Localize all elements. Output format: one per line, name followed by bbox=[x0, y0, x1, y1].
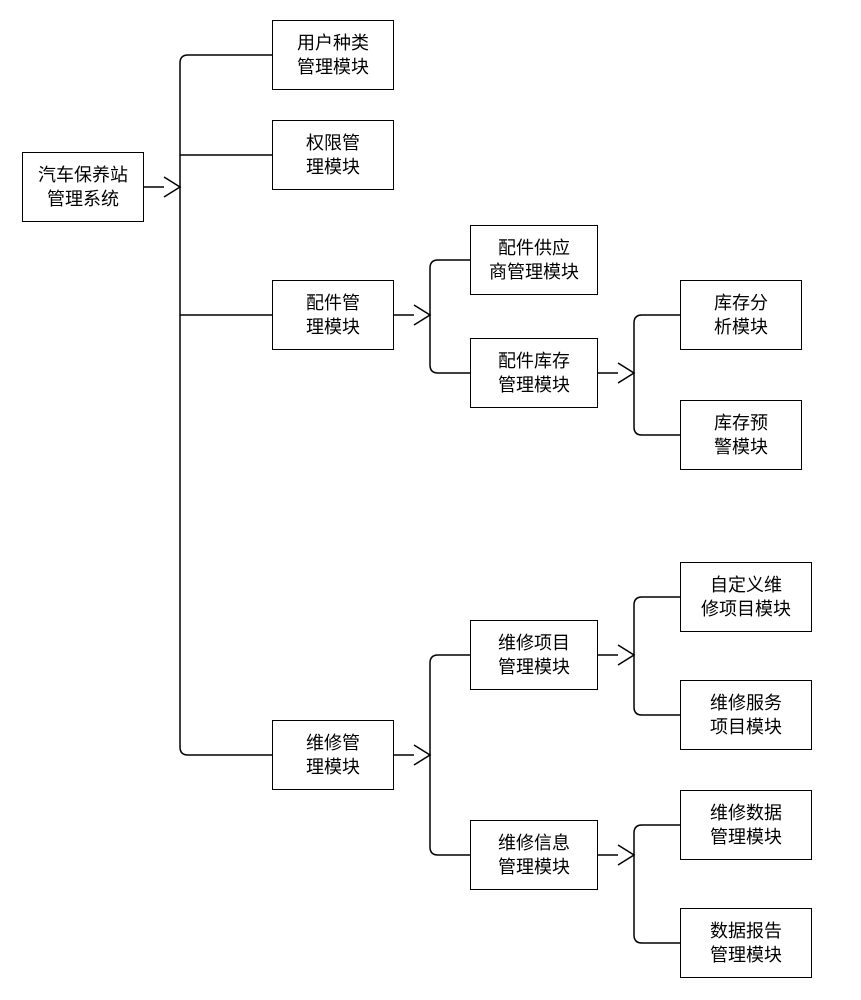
diagram-canvas: 汽车保养站管理系统 用户种类管理模块权限管理模块配件管理模块维修管理模块 配件供应商… bbox=[0, 0, 861, 1000]
node-n1: 用户种类管理模块 bbox=[272, 20, 394, 90]
node-label: 维修信息管理模块 bbox=[498, 831, 570, 880]
node-label: 配件供应商管理模块 bbox=[489, 236, 579, 285]
node-label: 维修管理模块 bbox=[306, 731, 360, 780]
node-n3b1: 库存分析模块 bbox=[680, 280, 802, 350]
node-label: 配件管理模块 bbox=[306, 291, 360, 340]
node-label: 权限管理模块 bbox=[306, 131, 360, 180]
node-n2: 权限管理模块 bbox=[272, 120, 394, 190]
node-n3: 配件管理模块 bbox=[272, 280, 394, 350]
node-n3b2: 库存预警模块 bbox=[680, 400, 802, 470]
node-label: 自定义维修项目模块 bbox=[701, 573, 791, 622]
node-n4b2: 数据报告管理模块 bbox=[680, 908, 812, 978]
node-label: 汽车保养站管理系统 bbox=[38, 163, 128, 212]
node-n4a2: 维修服务项目模块 bbox=[680, 680, 812, 750]
node-root: 汽车保养站管理系统 bbox=[22, 152, 144, 222]
node-n4a1: 自定义维修项目模块 bbox=[680, 562, 812, 632]
node-label: 维修服务项目模块 bbox=[710, 691, 782, 740]
node-label: 维修项目管理模块 bbox=[498, 631, 570, 680]
node-n4a: 维修项目管理模块 bbox=[470, 620, 598, 690]
node-label: 数据报告管理模块 bbox=[710, 919, 782, 968]
node-n4b: 维修信息管理模块 bbox=[470, 820, 598, 890]
node-label: 库存预警模块 bbox=[714, 411, 768, 460]
node-label: 配件库存管理模块 bbox=[498, 349, 570, 398]
node-n3b: 配件库存管理模块 bbox=[470, 338, 598, 408]
node-n4: 维修管理模块 bbox=[272, 720, 394, 790]
node-n3a: 配件供应商管理模块 bbox=[470, 225, 598, 295]
node-label: 用户种类管理模块 bbox=[297, 31, 369, 80]
node-label: 维修数据管理模块 bbox=[710, 801, 782, 850]
node-label: 库存分析模块 bbox=[714, 291, 768, 340]
node-n4b1: 维修数据管理模块 bbox=[680, 790, 812, 860]
